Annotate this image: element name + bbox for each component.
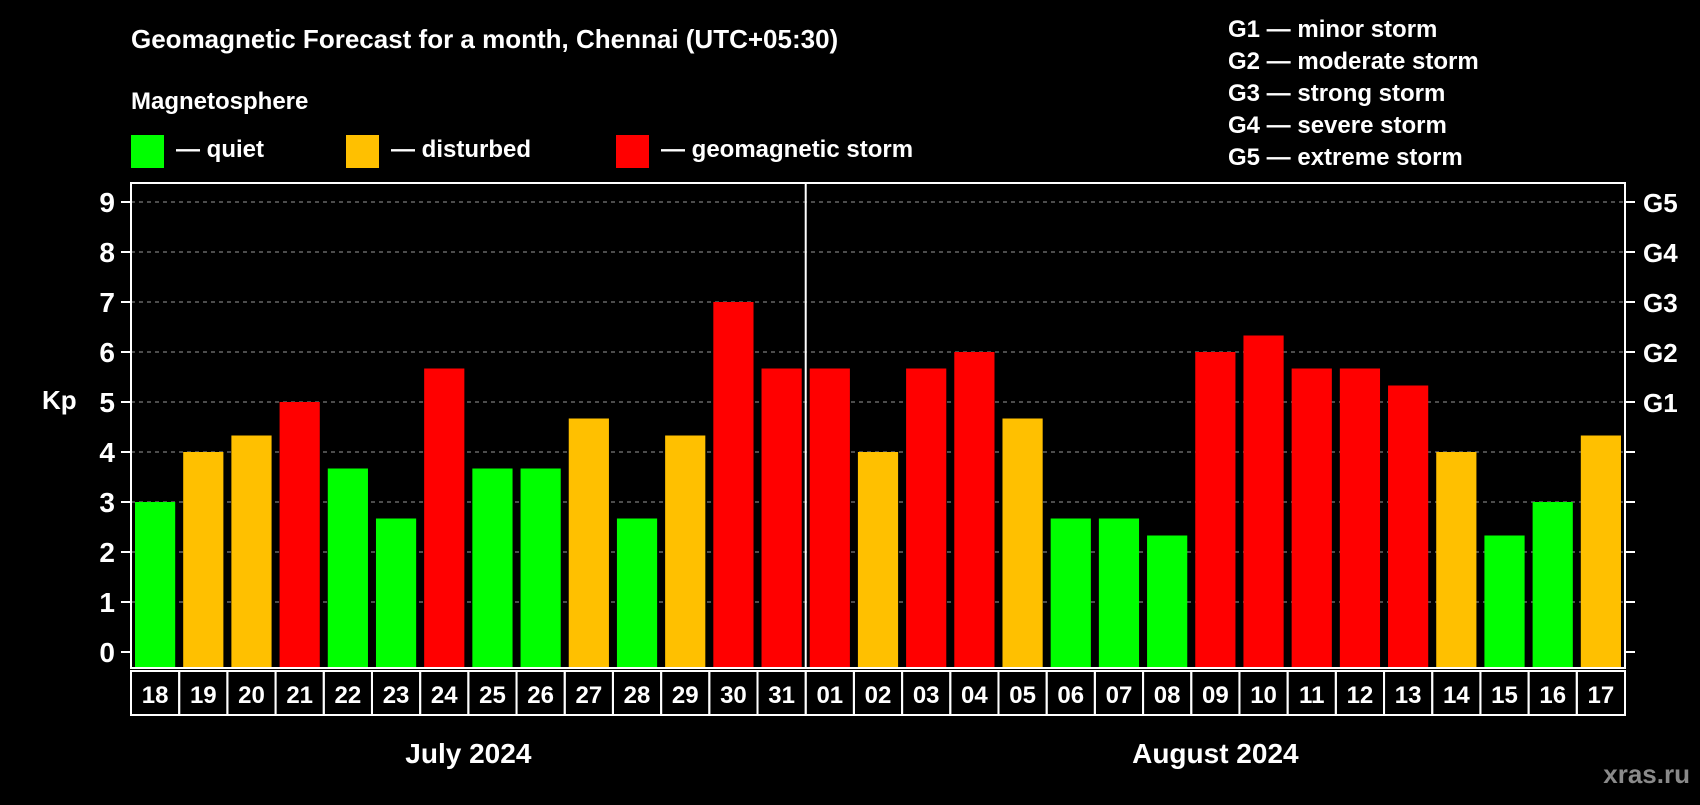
- bar-11: [1291, 368, 1332, 668]
- date-label: 07: [1106, 682, 1133, 709]
- storm-level-label: G4: [1643, 238, 1678, 268]
- bar-19: [183, 452, 224, 668]
- y-tick-label: 3: [99, 487, 115, 518]
- bar-07: [1098, 518, 1140, 668]
- legend-swatch: [131, 135, 164, 168]
- y-tick-label: 1: [99, 587, 115, 618]
- date-label: 14: [1443, 682, 1470, 709]
- y-tick-label: 9: [99, 187, 115, 218]
- date-label: 30: [720, 682, 747, 709]
- date-label: 16: [1539, 682, 1566, 709]
- date-label: 04: [961, 682, 988, 709]
- legend-title: Magnetosphere: [131, 88, 308, 115]
- y-tick-label: 5: [99, 387, 115, 418]
- legend-label: — quiet: [176, 136, 264, 163]
- date-label: 02: [865, 682, 892, 709]
- date-label: 20: [238, 682, 265, 709]
- storm-level-label: G2: [1643, 338, 1678, 368]
- y-tick-label: 7: [99, 287, 115, 318]
- date-label: 17: [1588, 682, 1615, 709]
- date-label: 09: [1202, 682, 1229, 709]
- bar-13: [1388, 385, 1429, 668]
- bar-29: [665, 435, 706, 668]
- bar-03: [906, 368, 947, 668]
- date-label: 19: [190, 682, 217, 709]
- storm-scale-item: G5 — extreme storm: [1228, 144, 1463, 171]
- bar-16: [1532, 502, 1573, 668]
- bar-06: [1050, 518, 1091, 668]
- bar-27: [568, 418, 609, 668]
- bar-28: [616, 518, 658, 668]
- bar-14: [1436, 452, 1477, 668]
- y-tick-label: 8: [99, 237, 115, 268]
- date-label: 26: [527, 682, 554, 709]
- storm-level-label: G1: [1643, 388, 1678, 418]
- date-label: 21: [286, 682, 313, 709]
- date-label: 29: [672, 682, 699, 709]
- bar-20: [231, 435, 272, 668]
- date-label: 15: [1491, 682, 1518, 709]
- storm-level-label: G5: [1643, 188, 1678, 218]
- bar-30: [713, 302, 754, 668]
- bar-02: [857, 452, 899, 668]
- date-label: 06: [1057, 682, 1084, 709]
- bar-22: [327, 468, 368, 668]
- date-label: 03: [913, 682, 940, 709]
- legend-label: — disturbed: [391, 136, 531, 163]
- watermark: xras.ru: [1603, 759, 1690, 789]
- date-label: 27: [575, 682, 602, 709]
- date-label: 01: [816, 682, 843, 709]
- bar-08: [1147, 535, 1188, 668]
- bar-12: [1339, 368, 1381, 668]
- date-label: 08: [1154, 682, 1181, 709]
- y-axis-label: Kp: [42, 385, 77, 415]
- date-label: 12: [1347, 682, 1374, 709]
- date-label: 18: [142, 682, 169, 709]
- date-label: 11: [1299, 682, 1324, 709]
- chart-title: Geomagnetic Forecast for a month, Chenna…: [131, 24, 838, 54]
- bar-25: [472, 468, 513, 668]
- storm-scale-item: G2 — moderate storm: [1228, 48, 1479, 75]
- bar-01: [809, 368, 850, 668]
- y-tick-label: 0: [99, 637, 115, 668]
- date-label: 24: [431, 682, 458, 709]
- date-label: 28: [624, 682, 651, 709]
- bar-23: [375, 518, 417, 668]
- date-label: 10: [1250, 682, 1277, 709]
- bar-26: [520, 468, 561, 668]
- date-label: 13: [1395, 682, 1422, 709]
- date-label: 22: [335, 682, 362, 709]
- y-tick-label: 2: [99, 537, 115, 568]
- storm-scale-item: G1 — minor storm: [1228, 16, 1437, 43]
- bar-17: [1580, 435, 1621, 668]
- bar-31: [761, 368, 802, 668]
- bar-04: [954, 352, 995, 668]
- date-cell: [1575, 670, 1626, 716]
- date-label: 25: [479, 682, 506, 709]
- date-label: 23: [383, 682, 410, 709]
- legend-swatch: [616, 135, 649, 168]
- bar-21: [279, 402, 320, 668]
- bar-10: [1243, 335, 1284, 668]
- bar-18: [135, 502, 176, 668]
- y-tick-label: 6: [99, 337, 115, 368]
- legend-label: — geomagnetic storm: [661, 136, 913, 163]
- month-label: August 2024: [1132, 738, 1299, 769]
- legend-swatch: [346, 135, 379, 168]
- y-tick-label: 4: [99, 437, 115, 468]
- storm-level-label: G3: [1643, 288, 1678, 318]
- plot-frame: [130, 182, 1626, 669]
- month-label: July 2024: [405, 738, 532, 769]
- bar-15: [1484, 535, 1525, 668]
- date-label: 31: [768, 682, 795, 709]
- bar-24: [424, 368, 465, 668]
- storm-scale-item: G4 — severe storm: [1228, 112, 1447, 139]
- storm-scale-item: G3 — strong storm: [1228, 80, 1445, 107]
- bar-09: [1195, 352, 1236, 668]
- bar-05: [1002, 418, 1043, 668]
- date-label: 05: [1009, 682, 1036, 709]
